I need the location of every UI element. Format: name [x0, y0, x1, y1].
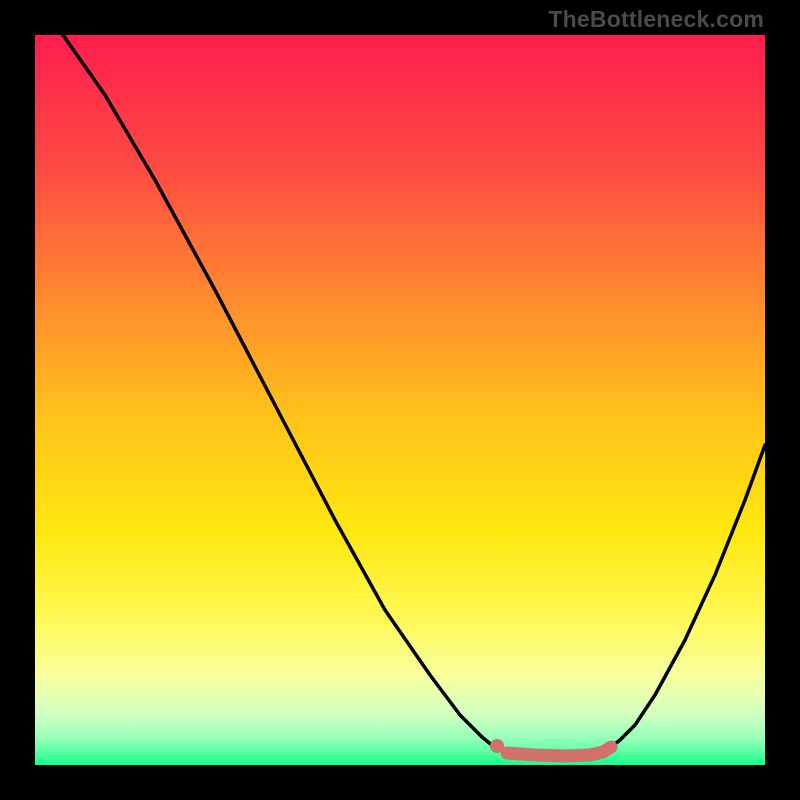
plot-area — [35, 35, 765, 765]
gradient-background — [35, 35, 765, 765]
watermark-text: TheBottleneck.com — [548, 6, 764, 33]
